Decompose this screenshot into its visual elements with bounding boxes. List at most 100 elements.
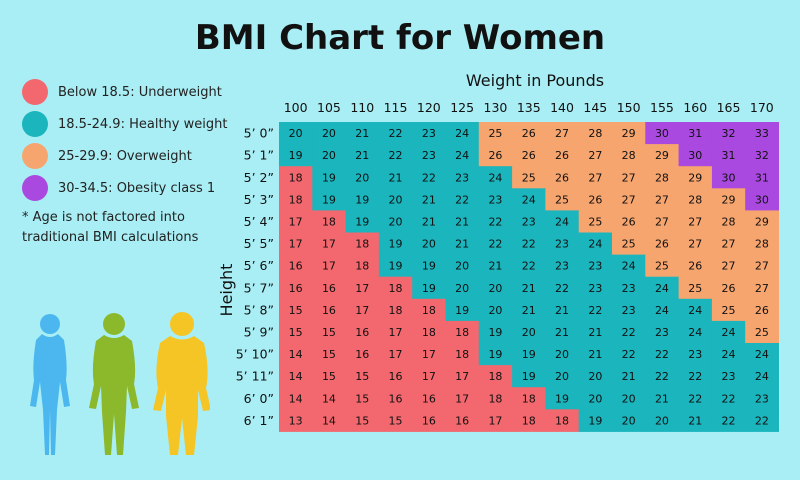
- heatmap-cell: [512, 166, 546, 189]
- cell-value-label: 24: [555, 215, 569, 228]
- heatmap-cell: [512, 276, 546, 300]
- weight-label: 160: [683, 100, 707, 115]
- cell-value-label: 30: [755, 193, 769, 206]
- cell-value-label: 21: [655, 392, 669, 405]
- cell-value-label: 17: [488, 414, 502, 427]
- heatmap-cell: [612, 298, 646, 322]
- cell-value-label: 29: [755, 215, 769, 228]
- cell-value-label: 27: [588, 149, 602, 162]
- cell-value-label: 15: [322, 348, 336, 361]
- height-label: 5’ 6”: [244, 258, 274, 273]
- heatmap-cell: [345, 320, 380, 344]
- heatmap-cell: [578, 298, 613, 322]
- heatmap-cell: [478, 188, 513, 211]
- weight-label: 155: [650, 100, 674, 115]
- cell-value-label: 28: [655, 171, 669, 184]
- cell-value-label: 19: [488, 348, 502, 361]
- heatmap-cell: [345, 144, 380, 167]
- cell-value-label: 31: [688, 127, 702, 140]
- cell-value-label: 19: [522, 370, 536, 383]
- height-label: 5’ 0”: [244, 126, 274, 141]
- height-label: 6’ 0”: [244, 391, 274, 406]
- cell-value-label: 30: [722, 171, 736, 184]
- heatmap-cell: [745, 365, 779, 388]
- heatmap-cell: [578, 343, 613, 366]
- cell-value-label: 26: [555, 149, 569, 162]
- height-label: 5’ 1”: [244, 148, 274, 163]
- cell-value-label: 26: [522, 127, 536, 140]
- cell-value-label: 17: [289, 215, 303, 228]
- cell-value-label: 24: [455, 149, 469, 162]
- cell-value-label: 22: [455, 193, 469, 206]
- cell-value-label: 22: [655, 348, 669, 361]
- heatmap-cell: [378, 365, 413, 388]
- cell-value-label: 28: [588, 127, 602, 140]
- heatmap-cell: [512, 365, 546, 388]
- cell-value-label: 23: [422, 127, 436, 140]
- heatmap-cell: [512, 320, 546, 344]
- cell-value-label: 22: [722, 414, 736, 427]
- cell-value-label: 20: [522, 326, 536, 339]
- heatmap-cell: [645, 365, 680, 388]
- cell-value-label: 22: [389, 149, 403, 162]
- cell-value-label: 20: [622, 414, 636, 427]
- cell-value-label: 19: [389, 260, 403, 273]
- heatmap-cell: [711, 210, 746, 233]
- y-axis-title: Height: [217, 264, 236, 317]
- cell-value-label: 23: [522, 215, 536, 228]
- heatmap-cell: [312, 232, 347, 256]
- cell-value-label: 24: [488, 171, 502, 184]
- heatmap-cell: [279, 320, 313, 344]
- cell-value-label: 24: [655, 304, 669, 317]
- heatmap-cell: [578, 387, 613, 410]
- cell-value-label: 20: [588, 370, 602, 383]
- heatmap-cell: [711, 254, 746, 278]
- weight-tick-labels: 100 105 110 115 120 125 130 135 140 145 150 155 160 1…: [284, 100, 774, 115]
- heatmap-cell: [378, 254, 413, 278]
- cell-value-label: 19: [355, 215, 369, 228]
- cell-value-label: 22: [422, 171, 436, 184]
- heatmap-cell: [645, 387, 680, 410]
- heatmap-cell: [445, 144, 480, 167]
- heatmap-cell: [545, 320, 580, 344]
- cell-value-label: 24: [655, 282, 669, 295]
- cell-value-label: 19: [455, 304, 469, 317]
- heatmap-cell: [545, 365, 580, 388]
- heatmap-cell: [445, 276, 480, 300]
- heatmap-cell: [678, 166, 713, 189]
- cell-value-label: 27: [722, 260, 736, 273]
- heatmap-cell: [512, 298, 546, 322]
- cell-value-label: 17: [389, 348, 403, 361]
- cell-value-label: 14: [289, 370, 303, 383]
- heatmap-cell: [645, 409, 680, 432]
- cell-value-label: 20: [488, 282, 502, 295]
- heatmap-cell: [279, 166, 313, 189]
- legend-swatch-overweight: [22, 143, 48, 169]
- heatmap-cell: [612, 122, 646, 145]
- weight-label: 130: [484, 100, 508, 115]
- heatmap-cell: [478, 144, 513, 167]
- heatmap-cell: [612, 276, 646, 300]
- heatmap-cell: [711, 387, 746, 410]
- cell-value-label: 19: [422, 282, 436, 295]
- heatmap-cell: [378, 320, 413, 344]
- cell-value-label: 20: [455, 260, 469, 273]
- heatmap-cell: [412, 122, 446, 145]
- heatmap-cell: [412, 144, 446, 167]
- heatmap-cell: [545, 298, 580, 322]
- heatmap-cell: [279, 276, 313, 300]
- heatmap-cell: [678, 188, 713, 211]
- heatmap-cell: [745, 276, 779, 300]
- cell-value-label: 14: [322, 414, 336, 427]
- heatmap-cell: [612, 166, 646, 189]
- heatmap-cell: [478, 122, 513, 145]
- cell-value-label: 24: [688, 326, 702, 339]
- legend-label-overweight: 25-29.9: Overweight: [58, 148, 192, 164]
- legend-swatch-obesity: [22, 175, 48, 201]
- heatmap-cell: [378, 122, 413, 145]
- cell-value-label: 29: [722, 193, 736, 206]
- cell-value-label: 21: [455, 215, 469, 228]
- heatmap-cell: [378, 343, 413, 366]
- heatmap-cell: [478, 298, 513, 322]
- cell-value-label: 25: [522, 171, 536, 184]
